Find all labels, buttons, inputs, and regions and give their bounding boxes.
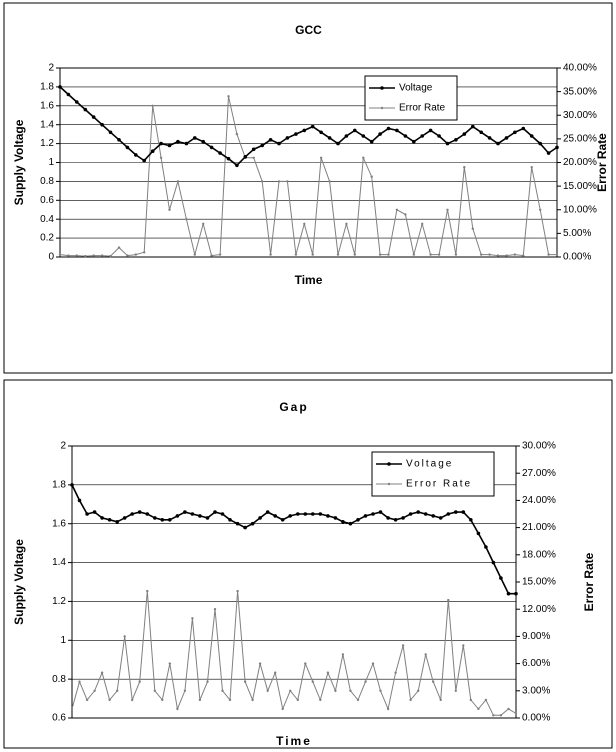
y2-tick-label: 15.00% [522,577,556,588]
y-tick-label: 0.8 [52,674,66,685]
y2-tick-label: 12.00% [522,604,556,615]
y2-tick-label: 40.00% [563,63,597,74]
y2-tick-label: 35.00% [563,86,597,97]
x-axis-label: Time [276,734,312,748]
y2-tick-label: 6.00% [522,658,550,669]
y2-tick-label: 27.00% [522,468,556,479]
y-tick-label: 0.6 [52,713,66,724]
y-tick-label: 2 [48,63,54,74]
y2-tick-label: 0.00% [563,252,591,263]
y2-tick-label: 3.00% [522,685,550,696]
series-line [58,85,559,168]
y2-tick-label: 9.00% [522,631,550,642]
legend-label: Error Rate [406,479,472,490]
y-tick-label: 0.8 [40,176,54,187]
y2-tick-label: 24.00% [522,495,556,506]
y-tick-label: 1.8 [52,479,66,490]
y-tick-label: 1.8 [40,82,54,93]
y-tick-label: 1 [60,635,66,646]
chart-frame [3,2,613,374]
y2-tick-label: 21.00% [522,522,556,533]
x-axis-label: Time [295,273,323,287]
series-line [70,589,518,717]
series-line [58,95,559,258]
series-line [70,483,518,596]
legend [371,451,495,497]
y-tick-label: 1.4 [40,119,54,130]
y-tick-label: 1 [48,157,54,168]
y-tick-label: 1.6 [52,518,66,529]
y2-tick-label: 15.00% [563,181,597,192]
y-tick-label: 1.2 [52,596,66,607]
legend-label: Voltage [406,459,453,470]
y2-axis-label: Error Rate [582,552,596,611]
y-axis-label: Supply Voltage [12,119,26,205]
y2-tick-label: 5.00% [563,228,591,239]
y-tick-label: 1.2 [40,138,54,149]
y2-tick-label: 25.00% [563,134,597,145]
y2-axis-label: Error Rate [595,133,609,192]
legend [364,75,458,121]
y-tick-label: 2 [60,441,66,452]
y-tick-label: 0.2 [40,233,54,244]
chart-title: GCC [295,23,322,37]
chart-frame [3,379,613,749]
y2-tick-label: 18.00% [522,549,556,560]
y2-tick-label: 30.00% [563,110,597,121]
y2-tick-label: 10.00% [563,204,597,215]
y-tick-label: 0.6 [40,195,54,206]
y-tick-label: 1.4 [52,557,66,568]
y-tick-label: 1.6 [40,100,54,111]
legend-label: Voltage [399,83,433,94]
y-tick-label: 0 [48,252,54,263]
chart-title: Gap [279,400,308,414]
legend-label: Error Rate [399,103,446,114]
y2-tick-label: 0.00% [522,713,550,724]
y-tick-label: 0.4 [40,214,54,225]
y2-tick-label: 20.00% [563,157,597,168]
y-axis-label: Supply Voltage [12,539,26,625]
y2-tick-label: 30.00% [522,441,556,452]
